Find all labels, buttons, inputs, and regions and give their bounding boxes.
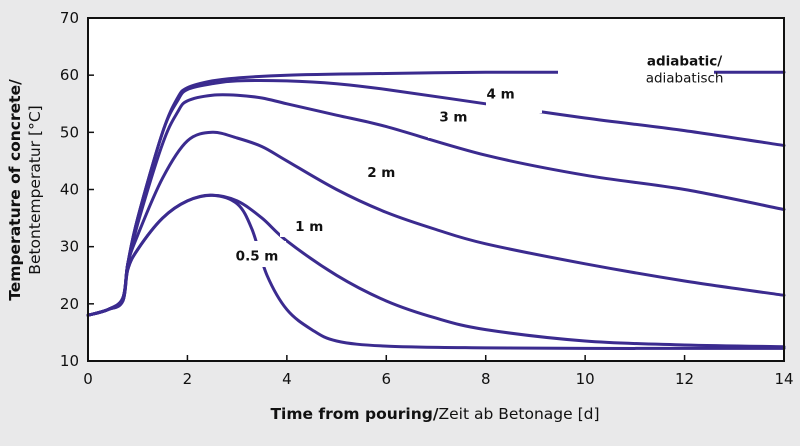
y-tick-label: 70 — [60, 9, 79, 27]
series-label-adiabatic: adiabatic/ — [647, 53, 722, 69]
x-tick-label: 2 — [183, 370, 193, 388]
y-tick-label: 60 — [60, 66, 79, 84]
y-tick-label: 20 — [60, 295, 79, 313]
x-tick-label: 12 — [675, 370, 694, 388]
y-axis-title-normal: Betontemperatur [°C] — [26, 105, 44, 274]
label-mask — [280, 211, 342, 237]
series-label-1-m: 1 m — [295, 219, 323, 235]
y-tick-label: 30 — [60, 238, 79, 256]
x-axis-title: Time from pouring/Zeit ab Betonage [d] — [270, 405, 599, 423]
y-axis-title-bold: Temperature of concrete/ — [6, 79, 24, 301]
series-label-adiabatic: adiabatisch — [646, 70, 724, 86]
label-mask — [486, 89, 542, 113]
series-label-3-m: 3 m — [439, 109, 467, 125]
series-label-4-m: 4 m — [487, 87, 515, 103]
x-tick-label: 10 — [576, 370, 595, 388]
y-tick-label: 10 — [60, 352, 79, 370]
label-mask — [355, 156, 427, 182]
x-tick-label: 14 — [774, 370, 793, 388]
x-tick-label: 4 — [282, 370, 292, 388]
label-mask — [428, 114, 484, 138]
label-mask — [558, 48, 714, 94]
label-mask — [224, 241, 286, 267]
series-label-2-m: 2 m — [367, 165, 395, 181]
series-line-2-m — [86, 130, 786, 317]
x-tick-label: 6 — [382, 370, 392, 388]
y-tick-label: 40 — [60, 181, 79, 199]
x-tick-label: 8 — [481, 370, 491, 388]
x-tick-label: 0 — [83, 370, 93, 388]
series-label-0-5-m: 0.5 m — [236, 248, 279, 264]
y-tick-label: 50 — [60, 123, 79, 141]
